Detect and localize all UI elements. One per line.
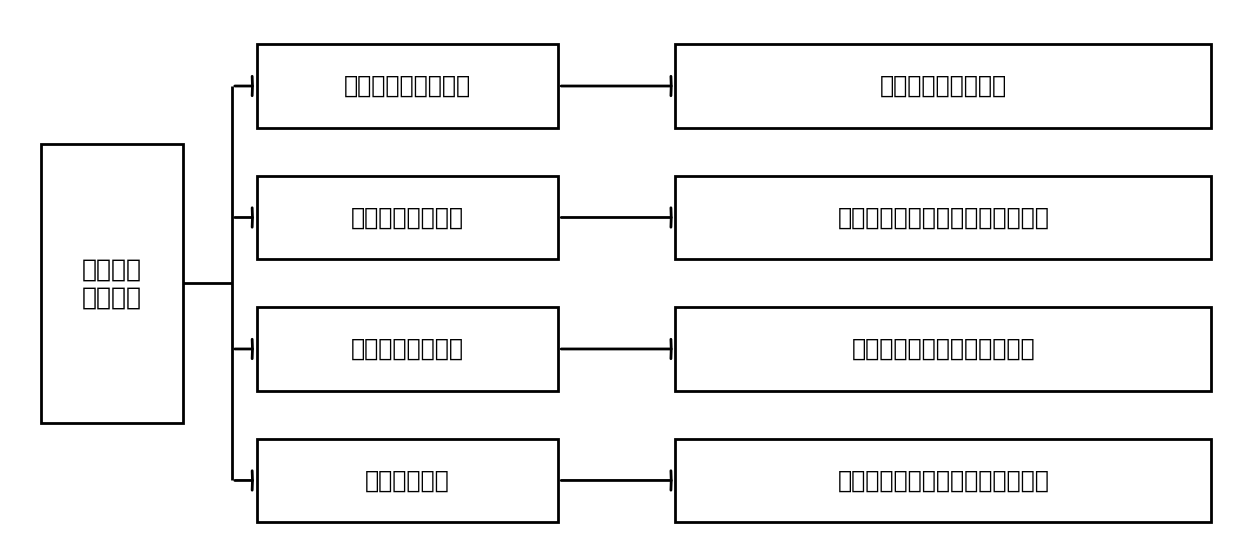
- Bar: [676, 44, 1211, 128]
- Text: 用于输入反演所需的实际数据: 用于输入反演所需的实际数据: [852, 337, 1035, 361]
- Text: 用于构建日间与夜间数据劈窗算法: 用于构建日间与夜间数据劈窗算法: [837, 205, 1049, 229]
- Bar: [41, 144, 182, 423]
- Text: 用于调用算法计算并输出反演结果: 用于调用算法计算并输出反演结果: [837, 469, 1049, 493]
- Text: 地表温度
反演方法: 地表温度 反演方法: [82, 257, 141, 309]
- Bar: [257, 439, 558, 522]
- Text: 模拟数据集生成模块: 模拟数据集生成模块: [343, 74, 471, 98]
- Bar: [257, 176, 558, 259]
- Text: 计算输出模块: 计算输出模块: [365, 469, 450, 493]
- Text: 反演算法构建模块: 反演算法构建模块: [351, 205, 464, 229]
- Bar: [676, 176, 1211, 259]
- Bar: [676, 307, 1211, 391]
- Bar: [257, 44, 558, 128]
- Text: 用于生成模拟数据集: 用于生成模拟数据集: [879, 74, 1007, 98]
- Bar: [676, 439, 1211, 522]
- Text: 实际数据输入模块: 实际数据输入模块: [351, 337, 464, 361]
- Bar: [257, 307, 558, 391]
